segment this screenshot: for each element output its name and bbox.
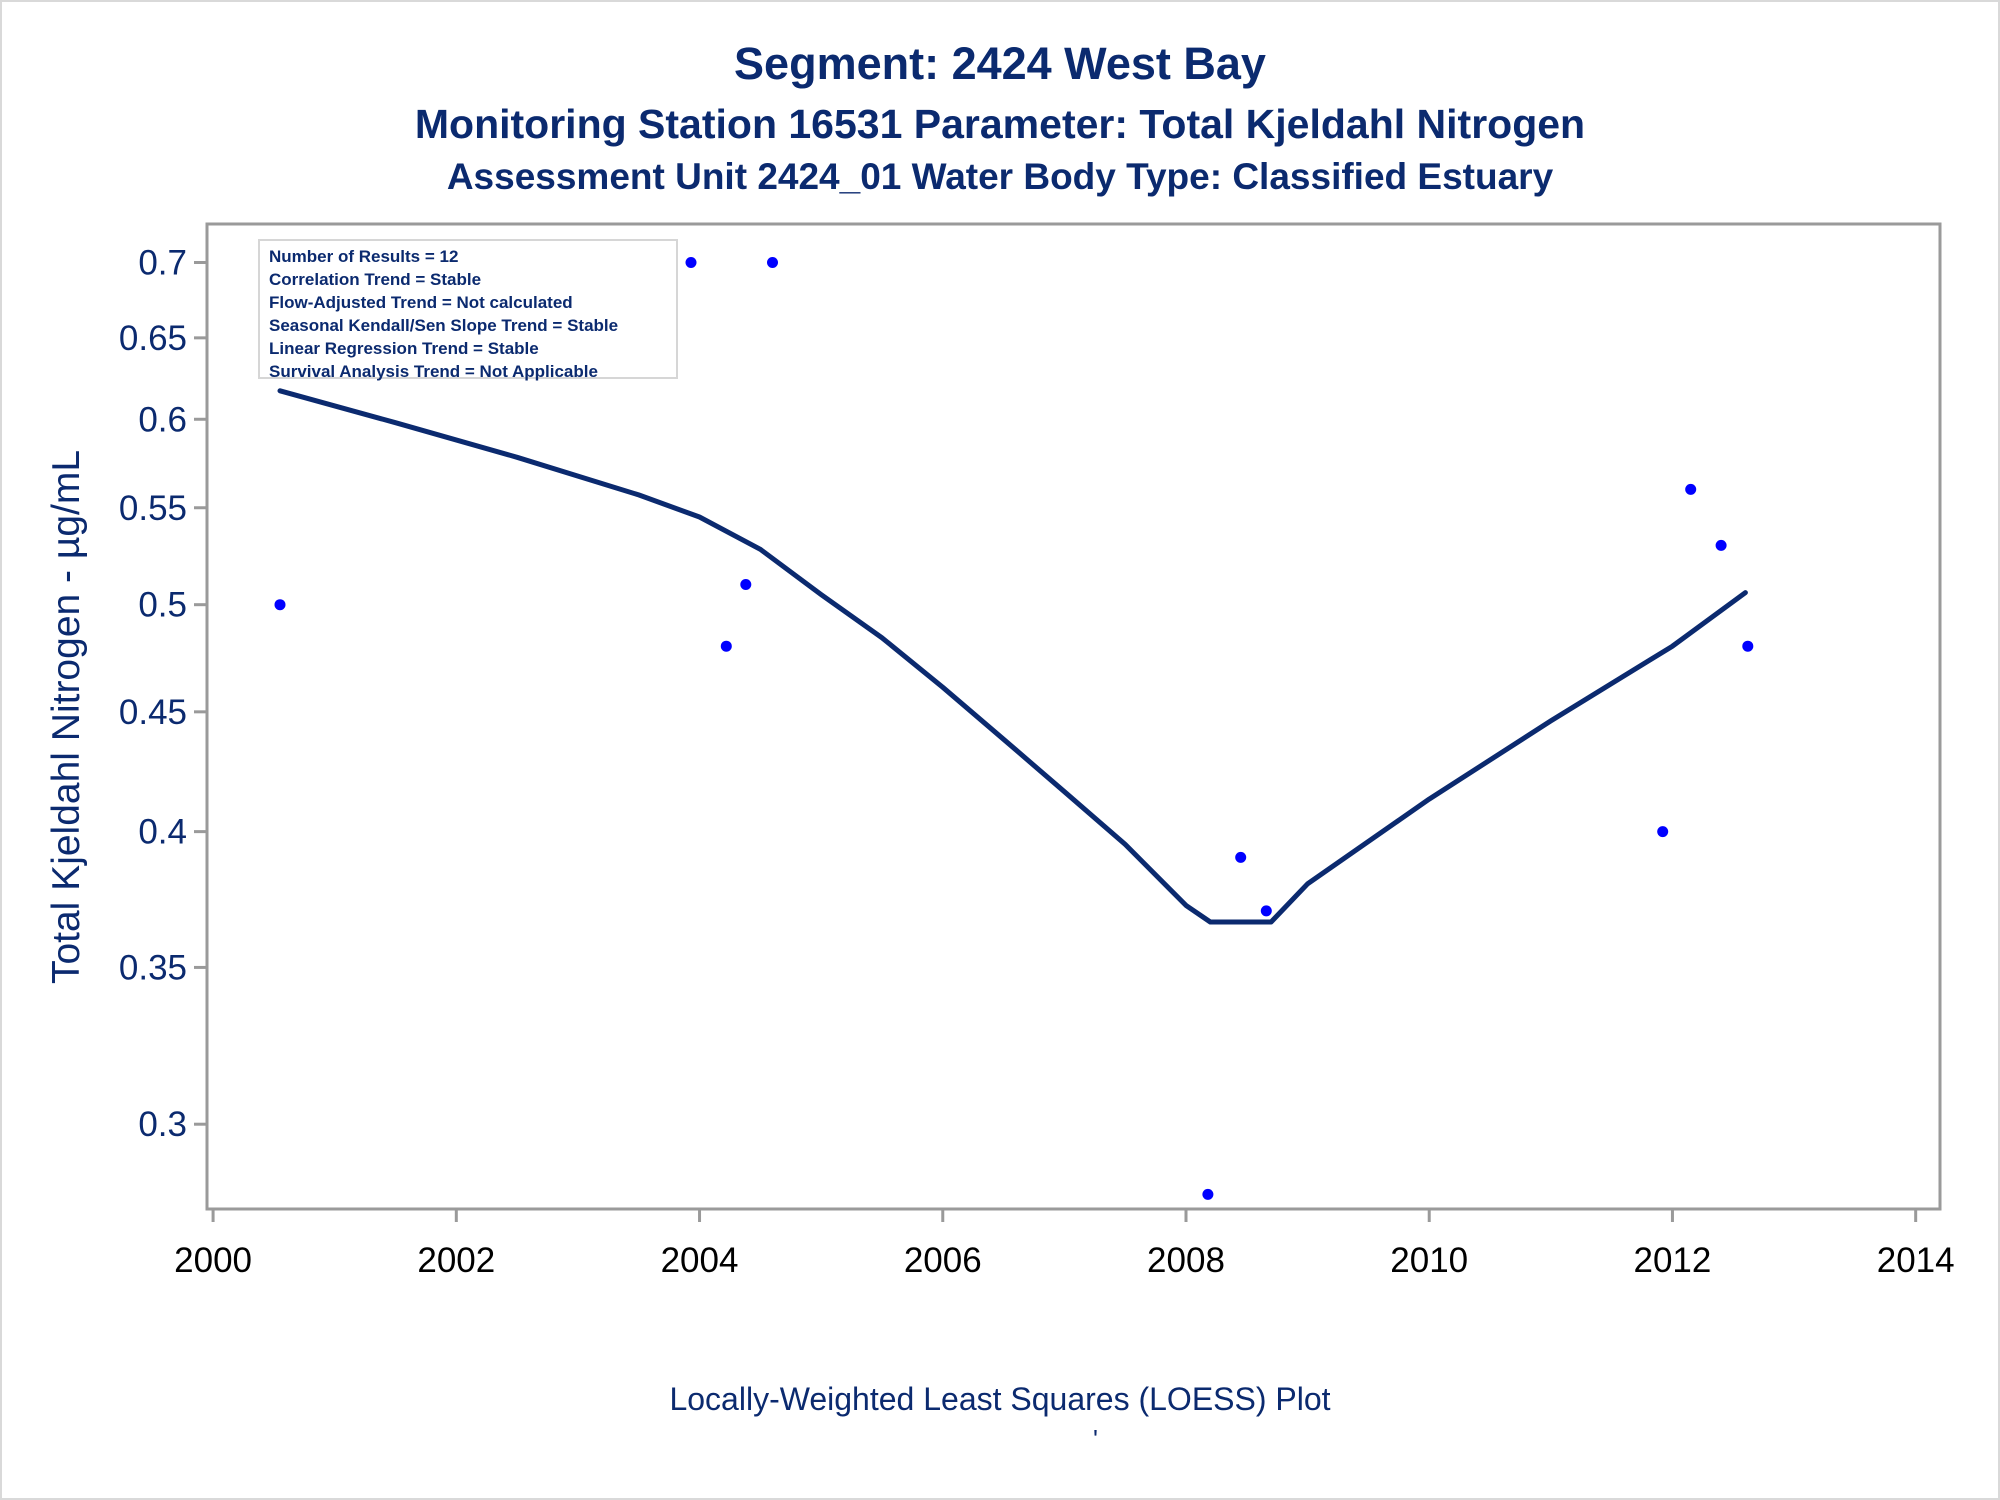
y-tick-label: 0.7 <box>138 243 187 282</box>
plot-area <box>205 222 1942 1211</box>
data-point <box>1235 851 1247 863</box>
data-points <box>274 257 1754 1200</box>
x-tick-label: 2006 <box>904 1241 982 1280</box>
y-tick-label: 0.3 <box>138 1105 187 1144</box>
plot-type-footnote: Locally-Weighted Least Squares (LOESS) P… <box>669 1381 1331 1417</box>
stat-correlation-trend: Correlation Trend = Stable <box>269 270 482 289</box>
data-point <box>1715 539 1727 551</box>
chart-subtitle-station: Monitoring Station 16531 Parameter: Tota… <box>414 101 1586 147</box>
chart-title: Segment: 2424 West Bay <box>734 38 1266 89</box>
data-point <box>720 640 732 652</box>
data-point <box>274 599 286 611</box>
data-point <box>1685 483 1697 495</box>
data-point <box>1657 826 1669 838</box>
y-tick-label: 0.65 <box>119 319 187 358</box>
data-point <box>1202 1188 1214 1200</box>
x-tick-label: 2000 <box>174 1241 252 1280</box>
y-tick-label: 0.55 <box>119 489 187 528</box>
data-point <box>767 257 778 268</box>
data-point <box>740 579 752 590</box>
y-tick-label: 0.6 <box>138 400 187 439</box>
data-point <box>1260 905 1272 917</box>
data-point <box>685 257 697 268</box>
stat-flow-adjusted-trend: Flow-Adjusted Trend = Not calculated <box>269 293 573 312</box>
y-tick-label: 0.45 <box>119 693 187 732</box>
stat-seasonal-kendall-trend: Seasonal Kendall/Sen Slope Trend = Stabl… <box>269 316 619 335</box>
x-tick-label: 2010 <box>1390 1241 1468 1280</box>
chart-subtitle-assessment: Assessment Unit 2424_01 Water Body Type:… <box>446 156 1554 197</box>
x-tick-label: 2004 <box>661 1241 739 1280</box>
x-tick-label: 2012 <box>1634 1241 1712 1280</box>
y-axis-label: Total Kjeldahl Nitrogen - µg/mL <box>45 450 88 984</box>
trend-stats-box: Number of Results = 12 Correlation Trend… <box>258 239 678 381</box>
x-tick-label: 2008 <box>1147 1241 1225 1280</box>
x-tick-label: 2014 <box>1877 1241 1955 1280</box>
x-axis: 2000 2002 2004 2006 2008 2010 2012 2014 <box>174 1209 1955 1280</box>
stat-linear-regression-trend: Linear Regression Trend = Stable <box>269 339 539 358</box>
y-tick-label: 0.4 <box>138 813 187 852</box>
stat-survival-analysis-trend: Survival Analysis Trend = Not Applicable <box>269 362 598 381</box>
y-tick-label: 0.35 <box>119 948 187 987</box>
y-tick-label: 0.5 <box>138 586 187 625</box>
loess-line <box>277 388 1748 925</box>
data-point <box>1742 640 1754 652</box>
stat-number-of-results: Number of Results = 12 <box>269 247 459 266</box>
footnote-mark: ' <box>1093 1424 1098 1454</box>
y-axis: 0.3 0.35 0.4 0.45 0.5 0.55 0.6 0.65 0.7 <box>119 243 207 1144</box>
x-tick-label: 2002 <box>417 1241 495 1280</box>
